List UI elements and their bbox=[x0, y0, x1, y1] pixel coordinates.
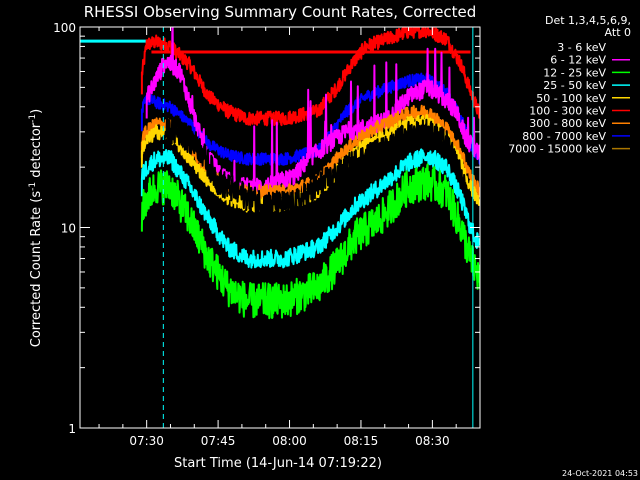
legend-label-5: 100 - 300 keV bbox=[529, 105, 606, 118]
legend-label-0: 3 - 6 keV bbox=[557, 41, 606, 54]
x-axis: 07:30 07:45 08:00 08:15 08:30 bbox=[98, 27, 457, 448]
series-line-0 bbox=[140, 27, 480, 127]
y-axis: 100 10 1 bbox=[53, 21, 480, 436]
legend-label-1: 6 - 12 keV bbox=[550, 54, 606, 67]
series-line-6 bbox=[140, 148, 480, 269]
legend-label-3: 25 - 50 keV bbox=[543, 79, 606, 92]
x-tick-label-0: 07:30 bbox=[129, 434, 164, 448]
y-tick-label-1: 10 bbox=[61, 222, 76, 236]
x-tick-label-4: 08:30 bbox=[415, 434, 450, 448]
series-line-5 bbox=[140, 117, 480, 267]
series-line-7 bbox=[140, 163, 480, 320]
legend-header-attenuator: Att 0 bbox=[605, 26, 631, 39]
x-tick-label-2: 08:00 bbox=[272, 434, 307, 448]
x-axis-label: Start Time (14-Jun-14 07:19:22) bbox=[174, 456, 382, 471]
plot-area bbox=[80, 27, 480, 428]
x-tick-label-3: 08:15 bbox=[344, 434, 379, 448]
legend-header-detectors: Det 1,3,4,5,6,9, bbox=[545, 14, 631, 27]
legend-label-2: 12 - 25 keV bbox=[543, 66, 606, 79]
y-tick-label-0: 100 bbox=[53, 21, 76, 35]
y-axis-label: Corrected Count Rate (s-1 detector-1) bbox=[28, 109, 44, 347]
legend-label-8: 7000 - 15000 keV bbox=[508, 143, 606, 156]
chart-title: RHESSI Observing Summary Count Rates, Co… bbox=[84, 3, 477, 21]
x-tick-label-1: 07:45 bbox=[201, 434, 236, 448]
footer-date: 24-Oct-2021 04:53 bbox=[562, 469, 638, 478]
y-tick-label-2: 1 bbox=[68, 422, 76, 436]
legend-label-7: 800 - 7000 keV bbox=[522, 130, 606, 143]
legend-label-4: 50 - 100 keV bbox=[536, 92, 606, 105]
legend-label-6: 300 - 800 keV bbox=[529, 117, 606, 130]
